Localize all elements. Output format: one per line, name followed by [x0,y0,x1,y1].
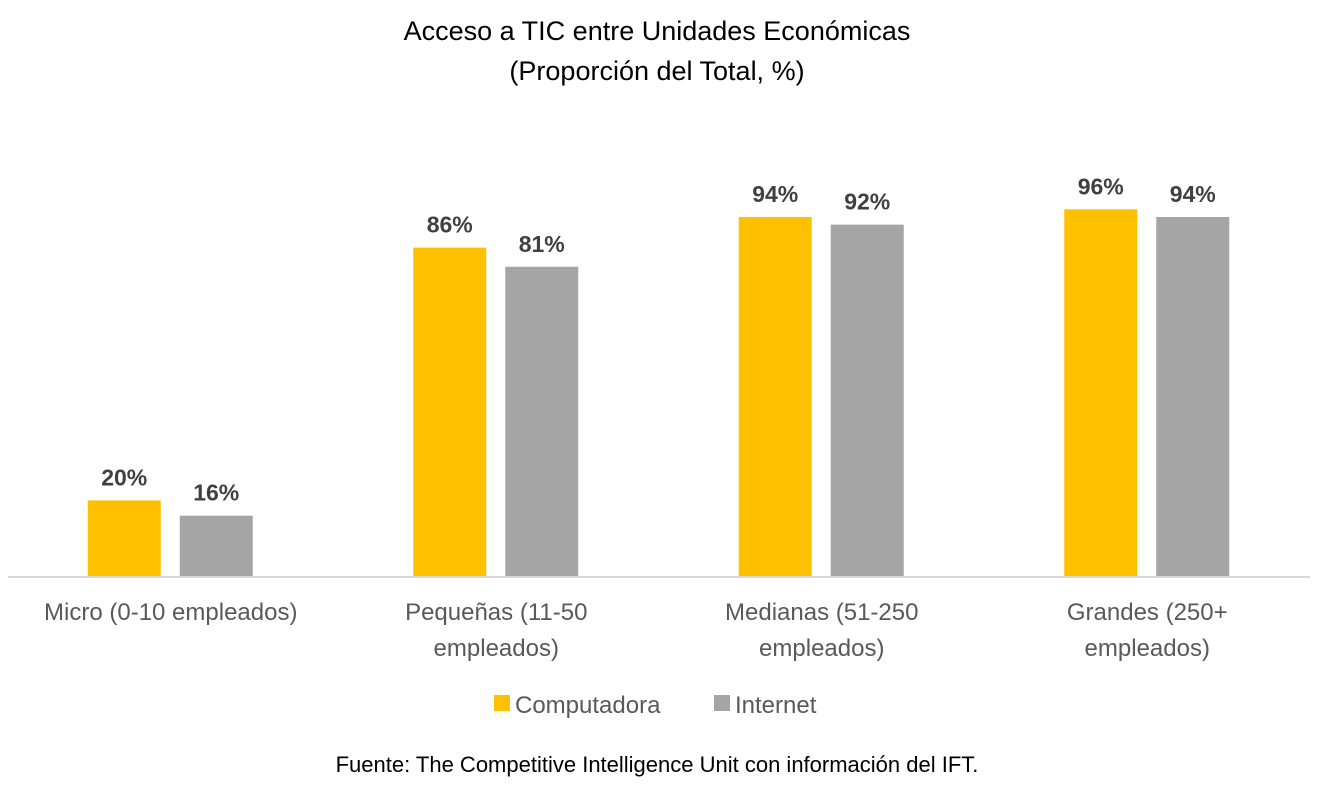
chart-title: Acceso a TIC entre Unidades Económicas [404,16,911,46]
bar-computadora-1 [413,247,487,577]
legend-label-internet: Internet [735,692,817,719]
category-label: empleados) [434,635,559,662]
data-label: 92% [844,189,890,215]
legend-swatch-computadora [494,695,510,711]
bar-internet-2 [830,224,904,577]
category-label: Micro (0-10 empleados) [44,599,297,626]
data-label: 20% [101,464,147,490]
source-note: Fuente: The Competitive Intelligence Uni… [336,752,979,777]
data-label: 16% [193,480,239,506]
category-label: empleados) [759,635,884,662]
legend-swatch-internet [714,695,730,711]
category-label: Pequeñas (11-50 [405,599,587,626]
legend: Computadora Internet [494,692,817,719]
bar-internet-0 [179,515,253,577]
data-label: 94% [1170,181,1216,207]
data-label: 94% [752,181,798,207]
category-label: Medianas (51-250 [725,599,918,626]
bar-computadora-0 [87,500,161,577]
data-label: 96% [1078,173,1124,199]
data-label: 81% [519,231,565,257]
bar-internet-3 [1156,216,1230,578]
bar-computadora-3 [1064,209,1138,577]
category-label: empleados) [1085,635,1210,662]
data-label: 86% [427,212,473,238]
category-label: Grandes (250+ [1067,599,1228,626]
legend-label-computadora: Computadora [515,692,661,719]
chart-subtitle: (Proporción del Total, %) [509,56,804,86]
bar-computadora-2 [738,216,812,578]
bar-internet-1 [505,266,579,577]
